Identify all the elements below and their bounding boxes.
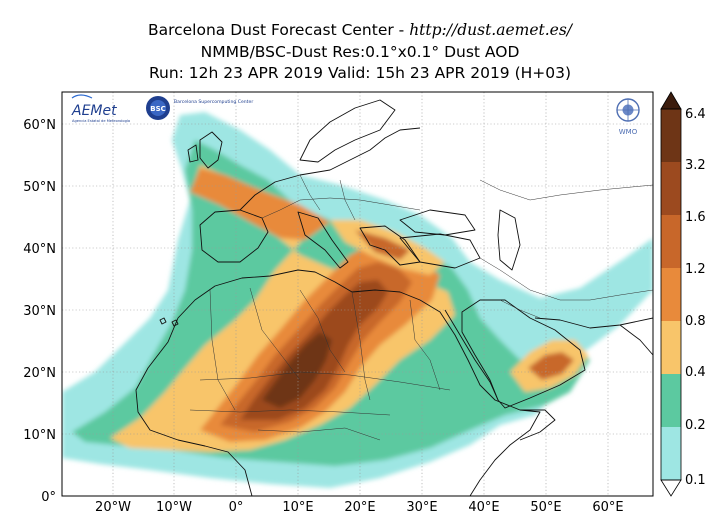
lat-tick-label: 0° <box>41 490 56 505</box>
lon-tick-label: 30°E <box>406 500 437 515</box>
aemet-logo-text: AEMet <box>71 103 117 119</box>
colorbar-segment <box>661 268 681 321</box>
dust-field <box>62 112 653 488</box>
colorbar-segment <box>661 321 681 374</box>
lat-tick-label: 30°N <box>23 304 56 319</box>
colorbar-label: 0.4 <box>685 365 706 380</box>
colorbar-label: 6.4 <box>685 107 706 122</box>
colorbar: 0.1 0.2 0.4 0.8 1.2 1.6 3.2 6.4 <box>660 91 706 497</box>
country-borders <box>189 174 653 441</box>
colorbar-segment <box>661 215 681 268</box>
colorbar-top-extension <box>660 91 682 110</box>
wmo-logo: WMO <box>616 98 640 136</box>
colorbar-labels: 0.1 0.2 0.4 0.8 1.2 1.6 3.2 6.4 <box>685 107 706 488</box>
lon-tick-label: 0° <box>229 500 244 515</box>
colorbar-label: 1.2 <box>685 262 706 277</box>
aod-level-0-8 <box>190 168 440 442</box>
balkan-plume-1-2 <box>355 230 410 260</box>
coastlines <box>135 99 653 496</box>
arabia-plume-1-2 <box>528 352 574 380</box>
colorbar-segment <box>661 109 681 162</box>
wmo-logo-text: WMO <box>619 128 638 136</box>
lat-tick-label: 10°N <box>23 428 56 443</box>
title-line-3: Run: 12h 23 APR 2019 Valid: 15h 23 APR 2… <box>148 64 572 82</box>
lat-tick-label: 20°N <box>23 366 56 381</box>
lon-tick-label: 10°E <box>282 500 313 515</box>
colorbar-label: 1.6 <box>685 210 706 225</box>
aod-level-0-4 <box>110 165 455 452</box>
lon-tick-label: 10°W <box>156 500 192 515</box>
longitude-ticks: 20°W 10°W 0° 10°E 20°E 30°E 40°E 50°E 60… <box>95 500 624 515</box>
lon-tick-label: 40°E <box>468 500 499 515</box>
colorbar-label: 3.2 <box>685 158 706 173</box>
lat-tick-label: 60°N <box>23 118 56 133</box>
lat-tick-label: 40°N <box>23 242 56 257</box>
title-line-1: Barcelona Dust Forecast Center - http://… <box>60 20 660 41</box>
title-prefix: Barcelona Dust Forecast Center - <box>147 21 410 39</box>
aemet-logo: AEMet Agencia Estatal de Meteorología <box>71 94 130 123</box>
colorbar-segment <box>661 162 681 215</box>
lon-tick-label: 20°W <box>95 500 131 515</box>
colorbar-label: 0.2 <box>685 418 706 433</box>
title-url: http://dust.aemet.es/ <box>409 21 573 39</box>
colorbar-label: 0.1 <box>685 473 706 488</box>
lon-tick-label: 60°E <box>592 500 623 515</box>
lat-tick-label: 50°N <box>23 180 56 195</box>
lon-tick-label: 50°E <box>530 500 561 515</box>
colorbar-segment <box>661 374 681 427</box>
aemet-logo-subtitle: Agencia Estatal de Meteorología <box>72 119 130 123</box>
graticule <box>62 92 653 496</box>
colorbar-segment <box>661 427 681 480</box>
bsc-logo: BSC Barcelona Supercomputing Center <box>146 96 253 120</box>
latitude-ticks: 60°N 50°N 40°N 30°N 20°N 10°N 0° <box>23 118 56 505</box>
bsc-logo-text: Barcelona Supercomputing Center <box>174 99 253 105</box>
lon-tick-label: 20°E <box>344 500 375 515</box>
colorbar-frame <box>660 108 682 481</box>
colorbar-segments <box>661 109 681 480</box>
colorbar-bottom-extension <box>660 479 682 497</box>
colorbar-label: 0.8 <box>685 314 706 329</box>
aod-level-3-2 <box>262 332 332 408</box>
plot-frame <box>61 91 654 497</box>
bsc-logo-mark: BSC <box>150 105 166 113</box>
title-line-2: NMMB/BSC-Dust Res:0.1°x0.1° Dust AOD <box>200 43 520 61</box>
